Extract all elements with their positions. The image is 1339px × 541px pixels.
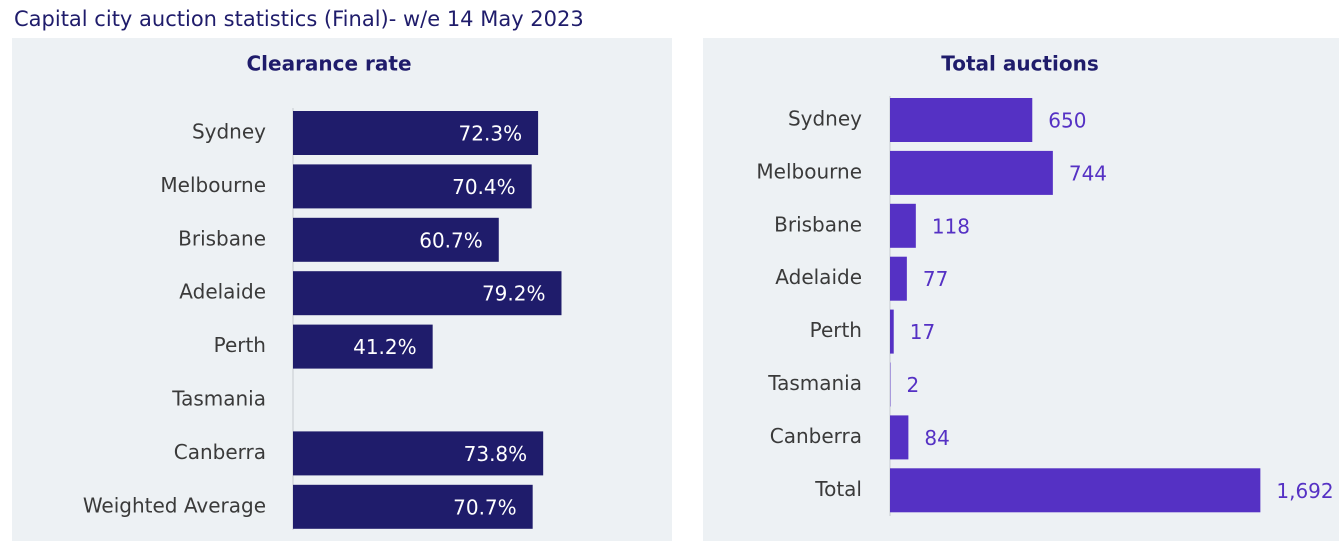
value-label: 41.2% (353, 335, 417, 359)
value-label: 73.8% (464, 442, 528, 466)
bar (293, 271, 562, 316)
value-label: 2 (906, 373, 919, 397)
value-label: 1,692 (1276, 479, 1333, 503)
category-label: Perth (214, 333, 266, 357)
category-label: Tasmania (171, 387, 266, 411)
bar (293, 431, 544, 476)
value-label: 744 (1069, 161, 1107, 185)
category-label: Adelaide (775, 265, 862, 289)
category-label: Sydney (192, 120, 266, 144)
bar (293, 111, 539, 155)
value-label: 84 (924, 426, 949, 450)
bar (293, 324, 433, 369)
value-label: 650 (1048, 109, 1086, 133)
page-title: Capital city auction statistics (Final)-… (14, 7, 584, 31)
category-label: Canberra (174, 440, 266, 464)
category-label: Sydney (788, 107, 862, 131)
category-label: Canberra (770, 424, 862, 448)
bar (293, 164, 532, 209)
value-label: 72.3% (459, 122, 523, 146)
bar (890, 98, 1033, 142)
category-label: Melbourne (160, 173, 266, 197)
value-label: 70.4% (452, 175, 516, 199)
bar (293, 484, 533, 529)
category-label: Weighted Average (83, 493, 266, 517)
category-label: Brisbane (178, 226, 266, 250)
bar (890, 309, 894, 354)
category-label: Brisbane (774, 212, 862, 236)
value-label: 79.2% (482, 282, 546, 306)
bar (293, 217, 499, 262)
chart-title: Clearance rate (246, 52, 411, 76)
category-label: Perth (810, 318, 862, 342)
value-label: 77 (923, 267, 948, 291)
category-label: Melbourne (756, 159, 862, 183)
bar (890, 256, 907, 301)
bar (890, 415, 909, 460)
category-label: Tasmania (767, 371, 862, 395)
category-label: Total (814, 477, 862, 501)
bar (890, 150, 1053, 195)
value-label: 118 (932, 214, 970, 238)
bar (890, 203, 916, 248)
chart-title: Total auctions (941, 52, 1099, 76)
value-label: 60.7% (419, 228, 483, 252)
value-label: 17 (910, 320, 935, 344)
bar (890, 468, 1261, 513)
value-label: 70.7% (453, 495, 517, 519)
category-label: Adelaide (179, 280, 266, 304)
